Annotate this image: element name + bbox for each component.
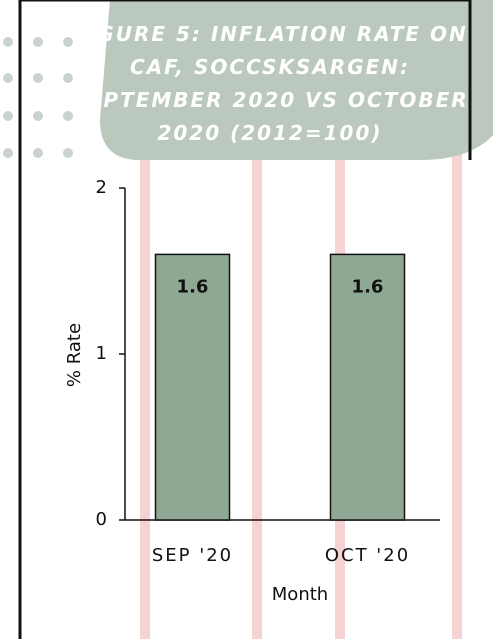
value-label: 1.6	[352, 276, 384, 297]
x-tick-label: SEP '20	[152, 545, 233, 566]
y-tick-label: 2	[96, 177, 107, 198]
value-label: 1.6	[177, 276, 209, 297]
y-axis-label: % Rate	[64, 323, 85, 387]
bar	[154, 253, 231, 521]
y-tick-label: 1	[96, 343, 107, 364]
chart-title: FIGURE 5: INFLATION RATE ON CAF, SOCCSKS…	[71, 22, 469, 145]
y-tick-label: 0	[96, 509, 107, 530]
x-axis-label: Month	[272, 584, 328, 605]
bar	[329, 253, 406, 521]
x-tick-label: OCT '20	[325, 545, 410, 566]
